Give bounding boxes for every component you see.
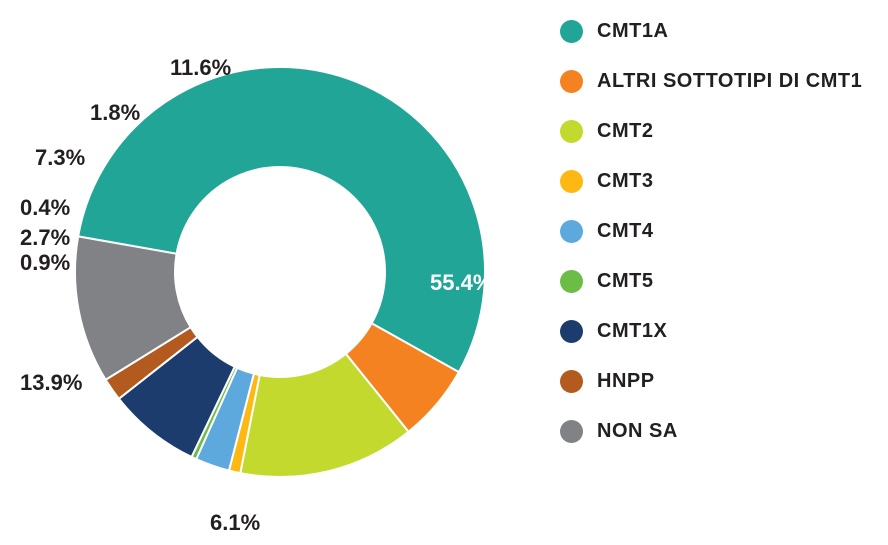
legend-label: CMT2 [597, 120, 653, 143]
legend-label: NON SA [597, 420, 678, 443]
legend: CMT1A ALTRI SOTTOTIPI DI CMT1 CMT2 CMT3 CMT4… [560, 20, 880, 470]
legend-swatch [560, 320, 583, 343]
legend-swatch [560, 20, 583, 43]
legend-label: CMT1X [597, 320, 667, 343]
slice-label-altri-sottotipi-di-cmt1: 6.1% [210, 510, 260, 536]
legend-item-cmt1a: CMT1A [560, 20, 880, 43]
legend-item-cmt3: CMT3 [560, 170, 880, 193]
legend-label: CMT4 [597, 220, 653, 243]
legend-label: CMT5 [597, 270, 653, 293]
legend-item-cmt4: CMT4 [560, 220, 880, 243]
legend-swatch [560, 170, 583, 193]
legend-swatch [560, 120, 583, 143]
slice-label-cmt2: 13.9% [20, 370, 82, 396]
legend-item-cmt1x: CMT1X [560, 320, 880, 343]
legend-swatch [560, 420, 583, 443]
legend-label: ALTRI SOTTOTIPI DI CMT1 [597, 70, 862, 93]
legend-item-cmt5: CMT5 [560, 270, 880, 293]
legend-label: CMT3 [597, 170, 653, 193]
slice-label-hnpp: 1.8% [90, 100, 140, 126]
legend-label: CMT1A [597, 20, 668, 43]
slice-label-cmt3: 0.9% [20, 250, 70, 276]
legend-swatch [560, 270, 583, 293]
legend-swatch [560, 70, 583, 93]
legend-item-cmt2: CMT2 [560, 120, 880, 143]
donut-chart: 55.4% 6.1% 13.9% 0.9%2.7% 0.4% 7.3%1.8% 11.6% [0, 0, 560, 545]
legend-swatch [560, 220, 583, 243]
slice-label-cmt4: 2.7% [20, 225, 70, 251]
legend-item-altri-sottotipi-di-cmt1: ALTRI SOTTOTIPI DI CMT1 [560, 70, 880, 93]
slice-label-cmt1x: 7.3% [35, 145, 85, 171]
slice-label-cmt1a: 55.4% [430, 270, 492, 296]
legend-label: HNPP [597, 370, 655, 393]
legend-swatch [560, 370, 583, 393]
legend-item-hnpp: HNPP [560, 370, 880, 393]
slice-label-cmt5: 0.4% [20, 195, 70, 221]
slice-label-non-sa: 11.6% [170, 55, 231, 81]
legend-item-non-sa: NON SA [560, 420, 880, 443]
